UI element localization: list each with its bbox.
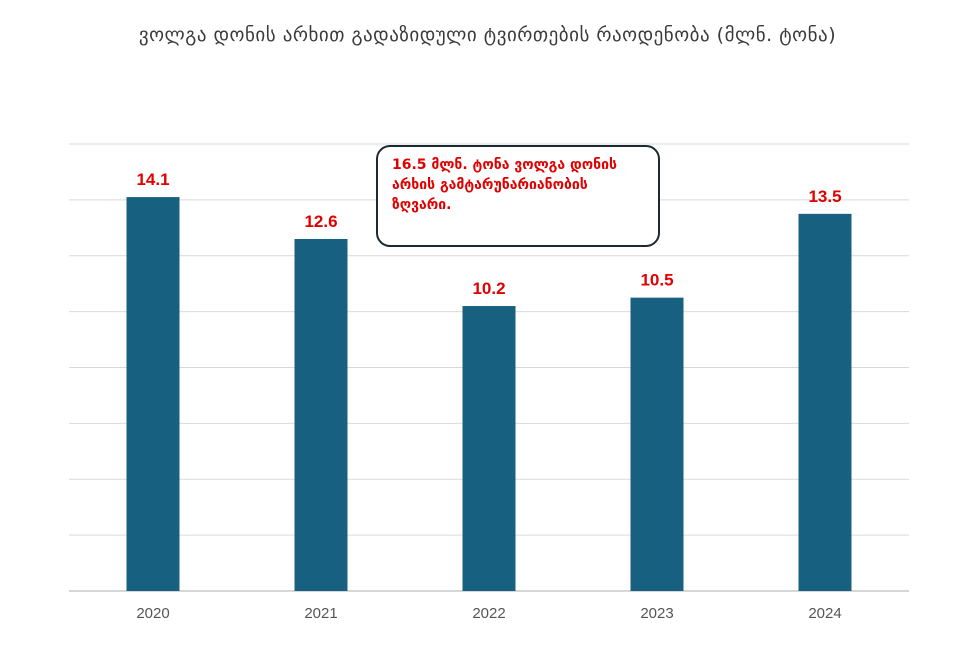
chart-title: ვოლგა დონის არხით გადაზიდული ტვირთების რ…: [138, 24, 837, 46]
bar-2020: [126, 197, 180, 592]
x-tick-label-2023: 2023: [640, 605, 673, 622]
x-tick-label-2021: 2021: [304, 605, 337, 622]
x-tick-label-2020: 2020: [136, 605, 169, 622]
bar-2022: [462, 306, 516, 591]
data-label-2022: 10.2: [472, 279, 505, 298]
data-label-2021: 12.6: [304, 212, 337, 231]
data-label-2023: 10.5: [640, 271, 673, 290]
bar-2024: [798, 213, 852, 591]
data-label-2024: 13.5: [808, 187, 841, 206]
bar-2023: [630, 297, 684, 591]
capacity-annotation: 16.5 მლნ. ტონა ვოლგა დონის არხის გამტარუ…: [376, 145, 660, 247]
x-tick-label-2024: 2024: [808, 605, 841, 622]
data-label-2020: 14.1: [136, 170, 169, 189]
x-tick-label-2022: 2022: [472, 605, 505, 622]
bar-2021: [294, 238, 348, 592]
